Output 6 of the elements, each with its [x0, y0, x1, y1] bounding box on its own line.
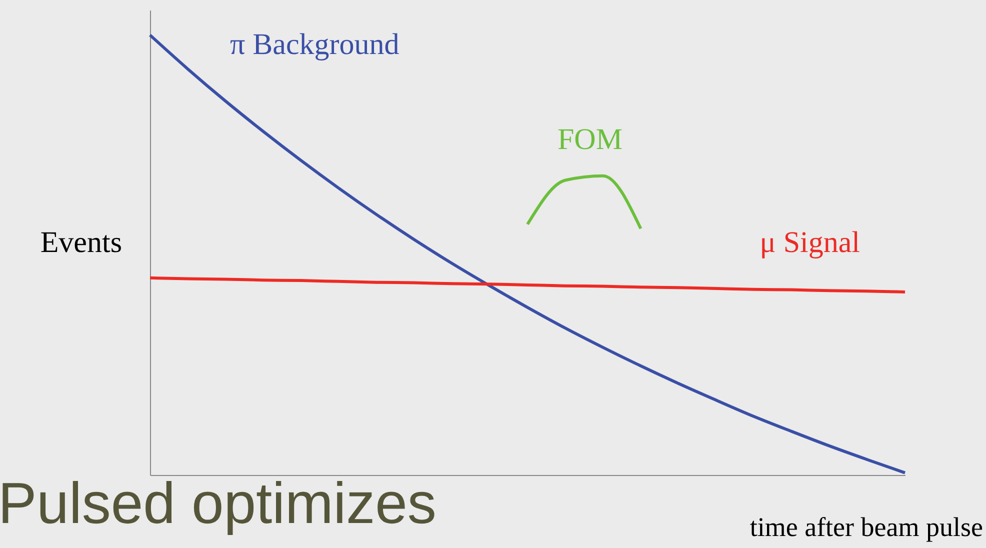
y-axis-title: Events — [40, 226, 122, 259]
x-axis-title: time after beam pulse — [750, 512, 984, 542]
text: Pulsed optimizes — [0, 471, 436, 536]
series-label: μ Signal — [760, 226, 860, 259]
series-label: π Background — [230, 28, 400, 61]
series-label: FOM — [557, 123, 623, 156]
